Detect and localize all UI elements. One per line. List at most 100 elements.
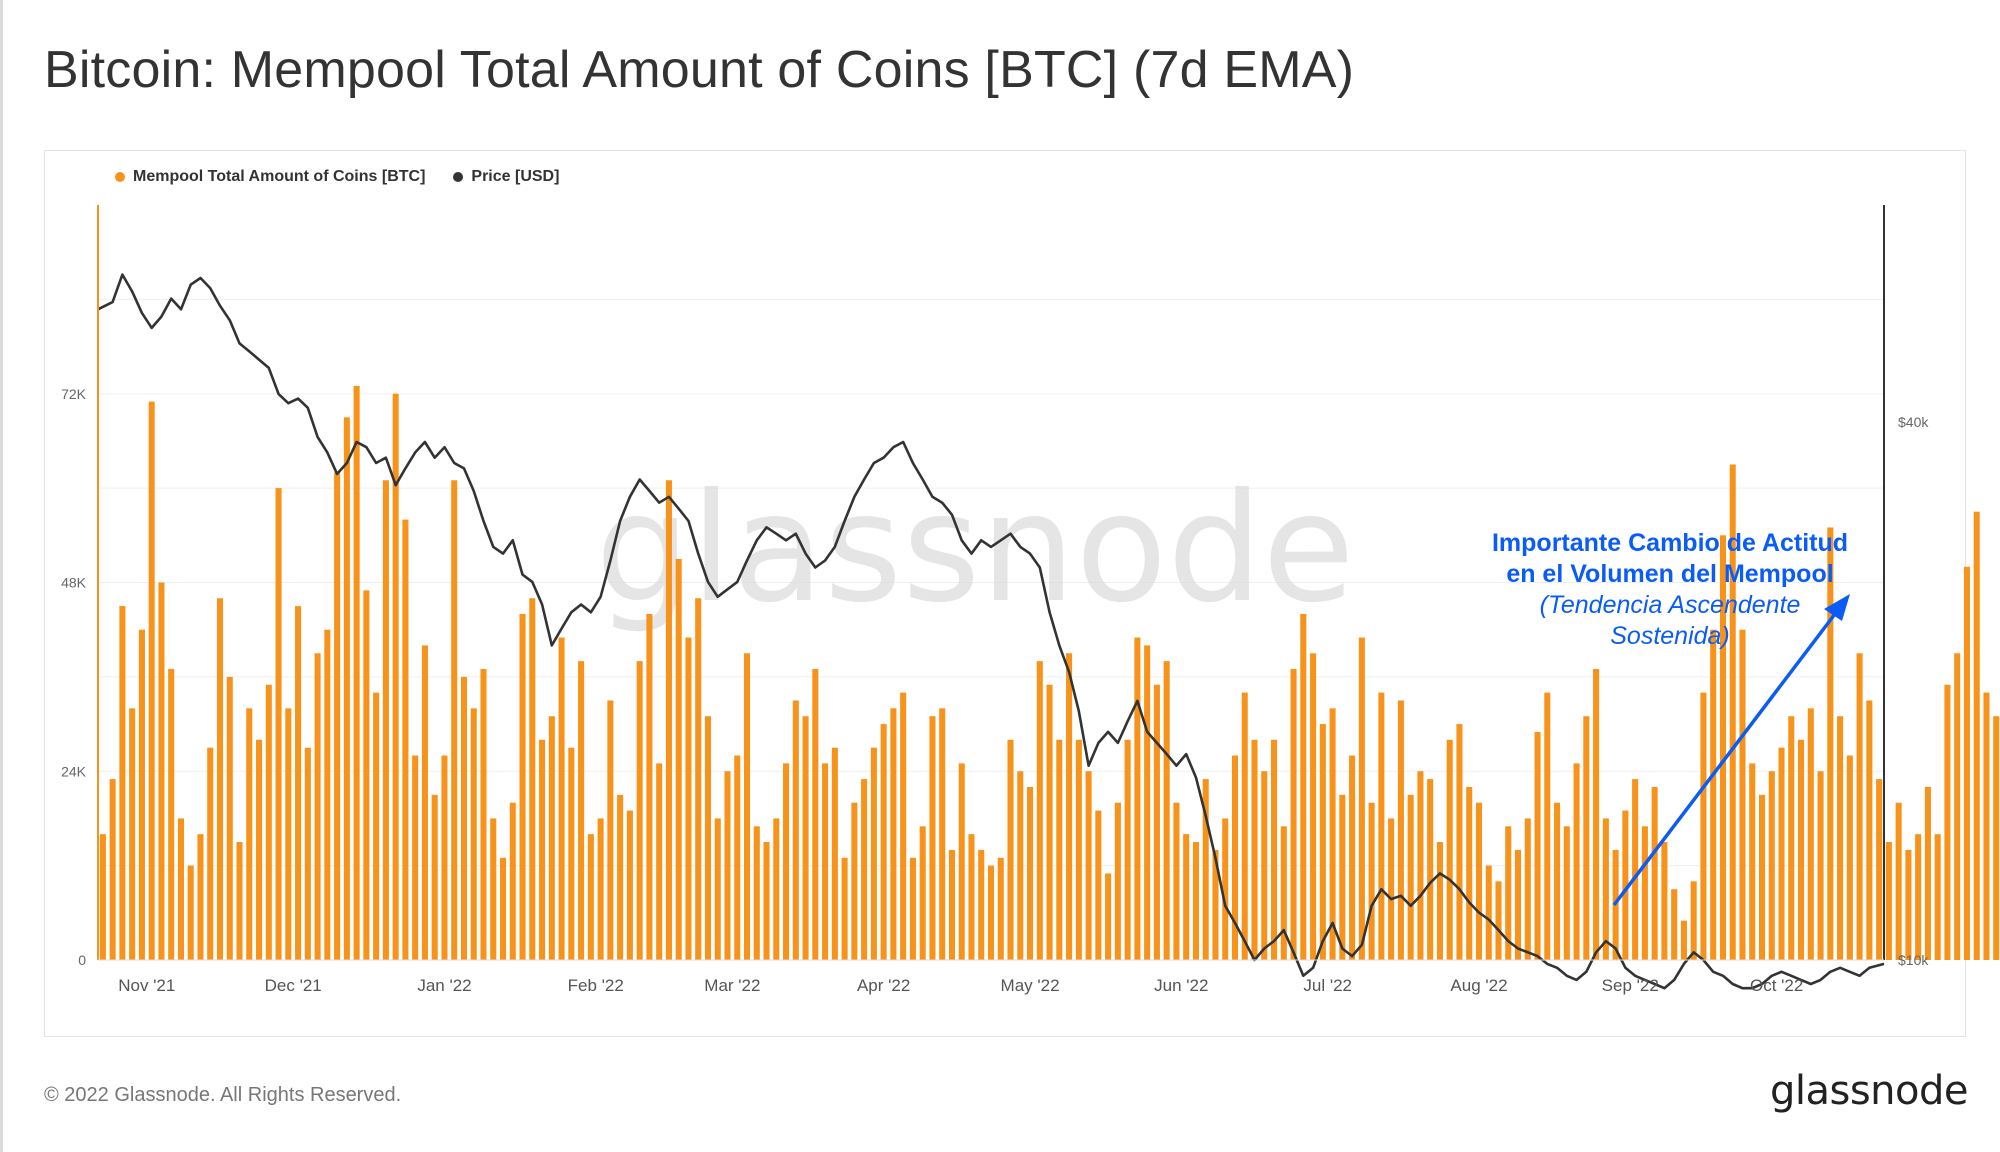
mempool-bar[interactable] bbox=[578, 661, 585, 960]
mempool-bar[interactable] bbox=[568, 747, 575, 960]
mempool-bar[interactable] bbox=[1983, 692, 1990, 960]
mempool-bar[interactable] bbox=[958, 763, 965, 960]
mempool-bar[interactable] bbox=[1993, 716, 2000, 960]
mempool-bar[interactable] bbox=[870, 747, 877, 960]
mempool-bar[interactable] bbox=[1534, 731, 1541, 960]
mempool-bar[interactable] bbox=[851, 802, 858, 960]
mempool-bar[interactable] bbox=[1114, 802, 1121, 960]
mempool-bar[interactable] bbox=[285, 708, 292, 960]
mempool-bar[interactable] bbox=[1183, 834, 1190, 960]
mempool-bar[interactable] bbox=[129, 708, 136, 960]
mempool-bar[interactable] bbox=[1436, 842, 1443, 960]
mempool-bar[interactable] bbox=[617, 794, 624, 960]
mempool-bar[interactable] bbox=[1163, 661, 1170, 960]
mempool-bar[interactable] bbox=[792, 700, 799, 960]
mempool-bar[interactable] bbox=[138, 629, 145, 960]
mempool-bar[interactable] bbox=[1505, 826, 1512, 960]
mempool-bar[interactable] bbox=[675, 558, 682, 960]
mempool-bar[interactable] bbox=[1105, 873, 1112, 960]
mempool-bar[interactable] bbox=[1719, 535, 1726, 960]
mempool-bar[interactable] bbox=[1554, 802, 1561, 960]
mempool-bar[interactable] bbox=[1231, 755, 1239, 960]
mempool-bar[interactable] bbox=[1827, 527, 1834, 960]
mempool-bar[interactable] bbox=[597, 818, 604, 960]
mempool-bar[interactable] bbox=[587, 834, 594, 960]
mempool-bar[interactable] bbox=[1514, 849, 1522, 960]
mempool-bar[interactable] bbox=[1427, 779, 1434, 960]
mempool-bar[interactable] bbox=[1134, 637, 1141, 960]
mempool-bar[interactable] bbox=[1358, 637, 1365, 960]
mempool-bar[interactable] bbox=[558, 637, 565, 960]
brand-logo[interactable]: glassnode bbox=[1769, 1068, 1969, 1114]
mempool-bar[interactable] bbox=[1885, 842, 1892, 960]
mempool-bar[interactable] bbox=[939, 708, 946, 960]
mempool-bar[interactable] bbox=[1271, 739, 1278, 960]
mempool-bar[interactable] bbox=[158, 582, 165, 961]
mempool-bar[interactable] bbox=[1544, 692, 1551, 960]
mempool-bar[interactable] bbox=[987, 865, 995, 960]
mempool-bar[interactable] bbox=[1768, 771, 1775, 960]
mempool-bar[interactable] bbox=[1973, 511, 1980, 960]
mempool-bar[interactable] bbox=[1017, 771, 1024, 960]
mempool-bar[interactable] bbox=[1485, 865, 1492, 960]
mempool-bar[interactable] bbox=[1368, 802, 1375, 960]
mempool-bar[interactable] bbox=[763, 842, 770, 960]
mempool-bar[interactable] bbox=[1778, 747, 1785, 960]
mempool-bar[interactable] bbox=[1954, 653, 1961, 960]
mempool-bar[interactable] bbox=[1710, 629, 1717, 960]
mempool-bar[interactable] bbox=[1837, 716, 1844, 960]
mempool-bar[interactable] bbox=[1895, 802, 1902, 960]
mempool-bar[interactable] bbox=[1602, 818, 1609, 960]
mempool-bar[interactable] bbox=[1934, 834, 1941, 960]
mempool-bar[interactable] bbox=[1085, 771, 1092, 960]
mempool-bar[interactable] bbox=[1671, 889, 1678, 960]
mempool-bar[interactable] bbox=[646, 613, 653, 960]
mempool-bar[interactable] bbox=[490, 818, 497, 960]
mempool-bar[interactable] bbox=[1876, 779, 1883, 960]
mempool-bar[interactable] bbox=[929, 716, 936, 960]
mempool-bar[interactable] bbox=[256, 739, 263, 960]
mempool-bar[interactable] bbox=[119, 606, 126, 960]
mempool-bar[interactable] bbox=[1583, 716, 1590, 960]
mempool-bar[interactable] bbox=[441, 755, 448, 960]
mempool-bar[interactable] bbox=[704, 716, 711, 960]
mempool-bar[interactable] bbox=[343, 417, 350, 960]
mempool-bar[interactable] bbox=[880, 724, 887, 960]
mempool-bar[interactable] bbox=[1095, 810, 1102, 960]
mempool-bar[interactable] bbox=[900, 692, 907, 960]
mempool-bar[interactable] bbox=[1144, 645, 1151, 960]
mempool-bar[interactable] bbox=[1417, 771, 1424, 960]
mempool-bar[interactable] bbox=[1222, 818, 1229, 960]
mempool-bar[interactable] bbox=[753, 826, 760, 960]
mempool-bar[interactable] bbox=[1173, 802, 1180, 960]
mempool-bar[interactable] bbox=[1593, 669, 1600, 960]
mempool-bar[interactable] bbox=[460, 676, 468, 960]
mempool-bar[interactable] bbox=[1261, 771, 1268, 960]
mempool-bar[interactable] bbox=[197, 834, 204, 960]
mempool-bar[interactable] bbox=[1456, 724, 1463, 960]
mempool-bar[interactable] bbox=[1495, 881, 1502, 960]
mempool-bar[interactable] bbox=[1075, 739, 1082, 960]
mempool-bar[interactable] bbox=[1798, 739, 1805, 960]
mempool-bar[interactable] bbox=[1573, 763, 1580, 960]
mempool-bar[interactable] bbox=[1329, 708, 1336, 960]
mempool-bar[interactable] bbox=[109, 779, 116, 960]
mempool-bar[interactable] bbox=[1651, 786, 1658, 960]
mempool-bar[interactable] bbox=[1153, 684, 1160, 960]
mempool-bar[interactable] bbox=[1310, 653, 1317, 960]
mempool-bar[interactable] bbox=[480, 669, 487, 960]
mempool-bar[interactable] bbox=[1739, 629, 1746, 960]
mempool-bar[interactable] bbox=[978, 849, 985, 960]
mempool-bar[interactable] bbox=[1749, 763, 1756, 960]
mempool-bar[interactable] bbox=[734, 755, 741, 960]
mempool-bar[interactable] bbox=[1349, 755, 1356, 960]
mempool-bar[interactable] bbox=[1319, 724, 1326, 960]
mempool-bar[interactable] bbox=[509, 802, 516, 960]
mempool-bar[interactable] bbox=[1661, 842, 1668, 960]
mempool-bar[interactable] bbox=[207, 747, 214, 960]
mempool-bar[interactable] bbox=[1124, 739, 1131, 960]
mempool-bar[interactable] bbox=[392, 393, 399, 960]
mempool-bar[interactable] bbox=[539, 739, 546, 960]
mempool-bar[interactable] bbox=[968, 834, 975, 960]
mempool-bar[interactable] bbox=[314, 653, 321, 960]
